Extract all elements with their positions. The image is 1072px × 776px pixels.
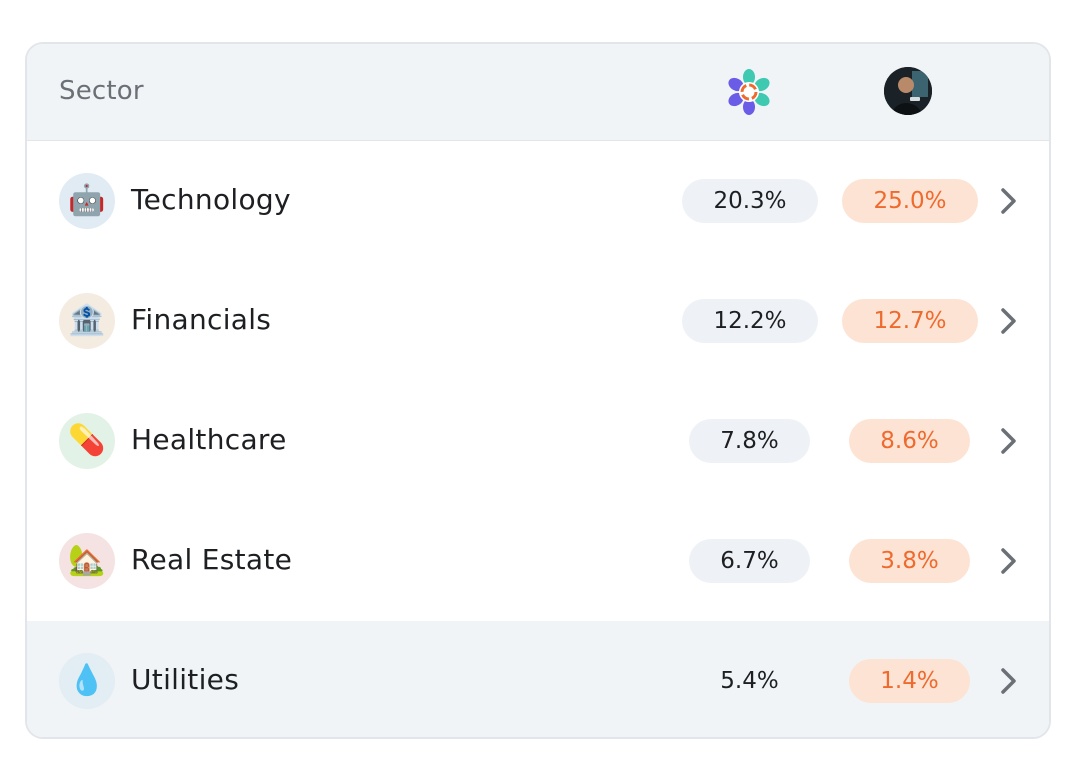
value-b-badge: 8.6% <box>849 419 970 463</box>
droplet-icon: 💧 <box>59 653 115 709</box>
flower-logo-icon <box>724 67 774 117</box>
chevron-right-icon[interactable] <box>997 305 1021 337</box>
sector-name: Healthcare <box>131 423 287 456</box>
value-a-badge: 6.7% <box>689 539 810 583</box>
chevron-right-icon[interactable] <box>997 665 1021 697</box>
sector-column-header: Sector <box>59 76 144 106</box>
pill-icon: 💊 <box>59 413 115 469</box>
value-b-badge: 1.4% <box>849 659 970 703</box>
chevron-right-icon[interactable] <box>997 545 1021 577</box>
robot-icon: 🤖 <box>59 173 115 229</box>
value-b-badge: 3.8% <box>849 539 970 583</box>
sector-name: Technology <box>131 183 291 216</box>
table-row[interactable]: 🤖 Technology 20.3% 25.0% <box>27 141 1049 261</box>
table-header: Sector <box>27 44 1049 141</box>
chevron-right-icon[interactable] <box>997 425 1021 457</box>
house-icon: 🏡 <box>59 533 115 589</box>
person-avatar-icon <box>884 67 932 115</box>
value-a-badge: 20.3% <box>682 179 818 223</box>
value-a-badge: 12.2% <box>682 299 818 343</box>
value-a-badge: 5.4% <box>720 668 779 694</box>
value-b-badge: 25.0% <box>842 179 978 223</box>
table-row[interactable]: 🏡 Real Estate 6.7% 3.8% <box>27 501 1049 621</box>
sector-comparison-card: Sector <box>25 42 1051 739</box>
value-a-badge: 7.8% <box>689 419 810 463</box>
value-b-badge: 12.7% <box>842 299 978 343</box>
sector-name: Utilities <box>131 663 240 696</box>
sector-name: Financials <box>131 303 272 336</box>
sector-name: Real Estate <box>131 543 293 576</box>
table-row[interactable]: 💊 Healthcare 7.8% 8.6% <box>27 381 1049 501</box>
chevron-right-icon[interactable] <box>997 185 1021 217</box>
bank-icon: 🏦 <box>59 293 115 349</box>
table-row[interactable]: 🏦 Financials 12.2% 12.7% <box>27 261 1049 381</box>
table-row[interactable]: 💧 Utilities 5.4% 1.4% <box>27 621 1049 737</box>
